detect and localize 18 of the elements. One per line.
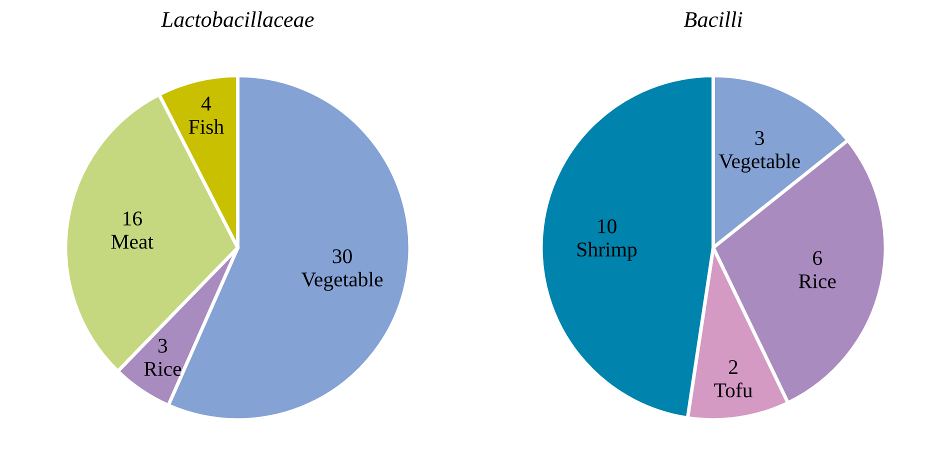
slice-label: Shrimp bbox=[577, 242, 637, 261]
slice-label: Tofu bbox=[714, 382, 752, 398]
data-label: 6 bbox=[813, 251, 822, 266]
slice-label: Meat bbox=[111, 234, 154, 249]
data-label: 30 bbox=[332, 249, 352, 264]
data-label: 16 bbox=[124, 212, 142, 226]
data-label: 10 bbox=[598, 219, 616, 234]
slice-label: Fish bbox=[188, 119, 224, 134]
data-label: 4 bbox=[201, 96, 212, 111]
slice-label: Rice bbox=[798, 274, 836, 288]
slice-label: Vegetable bbox=[301, 272, 383, 291]
data-label: 2 bbox=[728, 360, 738, 374]
data-label: 3 bbox=[755, 131, 764, 146]
slice-label: Rice bbox=[144, 362, 182, 376]
chart-title: Lactobacillaceae bbox=[160, 11, 314, 28]
data-label: 3 bbox=[158, 338, 168, 353]
chart-title: Bacilli bbox=[684, 11, 742, 28]
slice-label: Vegetable bbox=[718, 154, 800, 173]
